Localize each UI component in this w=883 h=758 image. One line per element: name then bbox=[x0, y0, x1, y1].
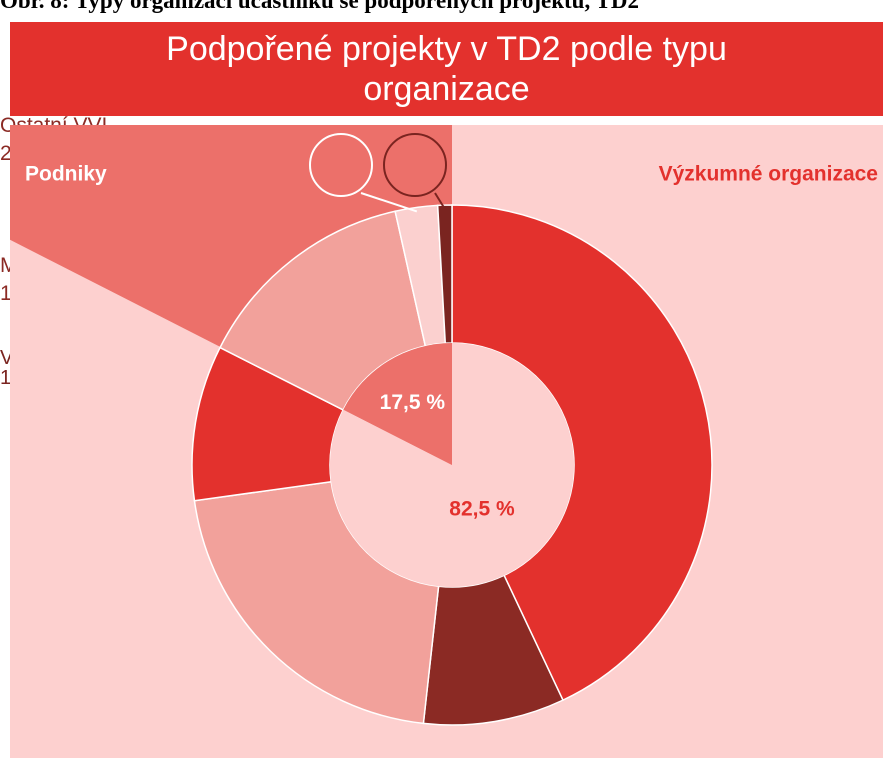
group-value-label: 82,5 % bbox=[449, 498, 515, 521]
group-value-label: 17,5 % bbox=[380, 391, 446, 414]
title-banner: Podpořené projekty v TD2 podle typu orga… bbox=[10, 22, 883, 116]
group-name: Výzkumné organizace bbox=[659, 163, 878, 186]
chart-title: Podpořené projekty v TD2 podle typu orga… bbox=[166, 30, 727, 108]
leader-line bbox=[434, 192, 446, 210]
category-label: VVS bbox=[0, 2, 43, 25]
callout-circle bbox=[309, 133, 373, 197]
callout-circle bbox=[383, 133, 447, 197]
value-label: 3 bbox=[0, 327, 12, 349]
group-name: Podniky bbox=[25, 163, 107, 186]
leader-line bbox=[360, 192, 418, 213]
inner-group-wedge bbox=[343, 342, 452, 465]
value-label: 1 bbox=[0, 367, 12, 389]
caption: Obr. 8: Typy organizací účastníků se pod… bbox=[0, 0, 639, 13]
inner-group-wedge bbox=[329, 343, 574, 587]
